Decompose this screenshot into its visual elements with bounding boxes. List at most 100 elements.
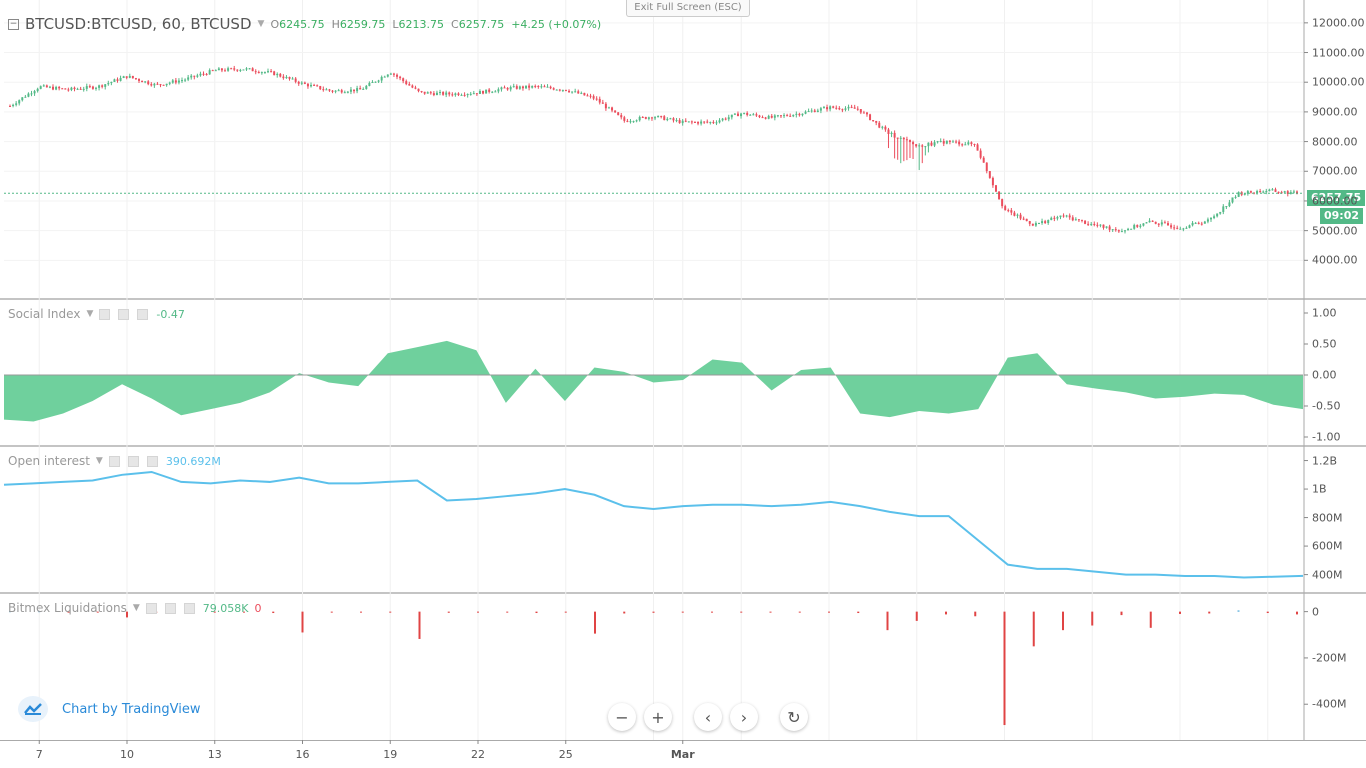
reset-chart-button[interactable]: ↻: [780, 703, 808, 731]
price-candle: [79, 88, 82, 90]
visibility-icon[interactable]: [164, 602, 176, 614]
collapse-icon[interactable]: −: [8, 18, 19, 30]
price-candle: [349, 89, 352, 92]
price-candle: [945, 140, 948, 144]
price-candle: [12, 104, 15, 106]
price-candle: [878, 122, 881, 128]
open-interest-title[interactable]: Open interest: [8, 454, 90, 468]
price-candle: [356, 88, 359, 92]
settings-icon[interactable]: [99, 308, 111, 320]
price-candle: [654, 117, 657, 119]
chevron-down-icon[interactable]: ▼: [257, 19, 265, 29]
price-candle: [872, 120, 875, 122]
liquidation-bar: [1149, 611, 1152, 628]
price-candle: [220, 68, 223, 71]
price-candle: [380, 76, 383, 81]
price-candle: [236, 69, 239, 71]
price-candle: [810, 110, 813, 112]
price-candle: [190, 75, 193, 78]
liquidations-title[interactable]: Bitmex Liquidations: [8, 601, 127, 615]
price-candle: [626, 120, 629, 122]
price-candle: [703, 121, 706, 123]
scroll-right-button[interactable]: ›: [730, 703, 758, 731]
price-candle: [893, 132, 896, 138]
price-candle: [248, 68, 251, 70]
zoom-out-button[interactable]: −: [608, 703, 636, 731]
price-candle: [392, 73, 395, 75]
price-candle: [826, 107, 829, 110]
settings-icon[interactable]: [145, 602, 157, 614]
close-icon[interactable]: [146, 455, 158, 467]
liquidation-bar: [1237, 610, 1240, 612]
price-candle: [239, 69, 242, 71]
price-candle: [141, 80, 144, 83]
tradingview-branding[interactable]: Chart by TradingView: [18, 696, 200, 722]
price-candle: [472, 93, 475, 95]
price-candle: [574, 91, 577, 93]
visibility-icon[interactable]: [118, 308, 130, 320]
price-candle: [457, 93, 460, 96]
time-axis-label: 25: [558, 748, 573, 761]
price-candle: [55, 87, 58, 90]
price-candle: [1105, 226, 1108, 228]
social-index-value: -0.47: [156, 307, 185, 321]
price-candle: [227, 68, 230, 71]
price-candle: [970, 142, 973, 145]
price-candle: [463, 94, 466, 96]
price-candle: [119, 77, 122, 81]
zoom-in-button[interactable]: +: [644, 703, 672, 731]
price-candle: [650, 117, 653, 119]
time-axis-label: 13: [207, 748, 222, 761]
liquidation-bar: [1120, 611, 1123, 616]
price-candle: [1047, 220, 1050, 224]
price-candle: [475, 93, 478, 95]
liquidation-bar: [623, 611, 626, 614]
liquidation-bar: [1266, 611, 1269, 614]
price-candle: [730, 114, 733, 118]
close-icon[interactable]: [183, 602, 195, 614]
liquidation-bar: [1091, 611, 1094, 626]
social-axis-label: 1.00: [1312, 306, 1337, 320]
price-candle: [162, 84, 165, 86]
price-candle: [1277, 191, 1280, 193]
visibility-icon[interactable]: [127, 455, 139, 467]
price-candle: [1246, 191, 1249, 194]
price-candle: [340, 90, 343, 93]
price-candle: [346, 91, 349, 93]
ohlc-readout: O6245.75 H6259.75 L6213.75 C6257.75 +4.2…: [270, 17, 602, 31]
price-candle: [88, 86, 91, 88]
price-candle: [1179, 228, 1182, 230]
exit-fullscreen-button[interactable]: Exit Full Screen (ESC): [626, 0, 750, 17]
settings-icon[interactable]: [108, 455, 120, 467]
price-candle: [251, 68, 254, 72]
price-candle: [52, 86, 55, 90]
price-candle: [432, 93, 435, 96]
price-candle: [1120, 231, 1123, 233]
price-candle: [721, 118, 724, 121]
price-candle: [21, 97, 24, 101]
chevron-down-icon[interactable]: ▼: [86, 309, 94, 319]
branding-link[interactable]: Chart by TradingView: [62, 701, 201, 717]
price-candle: [377, 80, 380, 82]
scroll-left-button[interactable]: ‹: [694, 703, 722, 731]
price-candle: [134, 78, 137, 80]
price-candle: [669, 118, 672, 120]
price-candle: [927, 142, 930, 147]
symbol-title[interactable]: BTCUSD:BTCUSD, 60, BTCUSD: [25, 15, 252, 33]
price-candle: [494, 91, 497, 93]
price-candle: [343, 92, 346, 94]
price-candle: [1249, 191, 1252, 193]
liquidation-bar: [9, 611, 11, 613]
price-candle: [568, 90, 571, 93]
chevron-down-icon[interactable]: ▼: [132, 603, 140, 613]
social-index-title[interactable]: Social Index: [8, 307, 81, 321]
price-candle: [64, 88, 67, 90]
price-candle: [322, 89, 325, 91]
close-icon[interactable]: [137, 308, 149, 320]
time-axis-label: 7: [35, 748, 43, 761]
price-candle: [770, 115, 773, 118]
price-candle: [994, 185, 997, 192]
price-candle: [700, 121, 703, 124]
chevron-down-icon[interactable]: ▼: [95, 456, 103, 466]
